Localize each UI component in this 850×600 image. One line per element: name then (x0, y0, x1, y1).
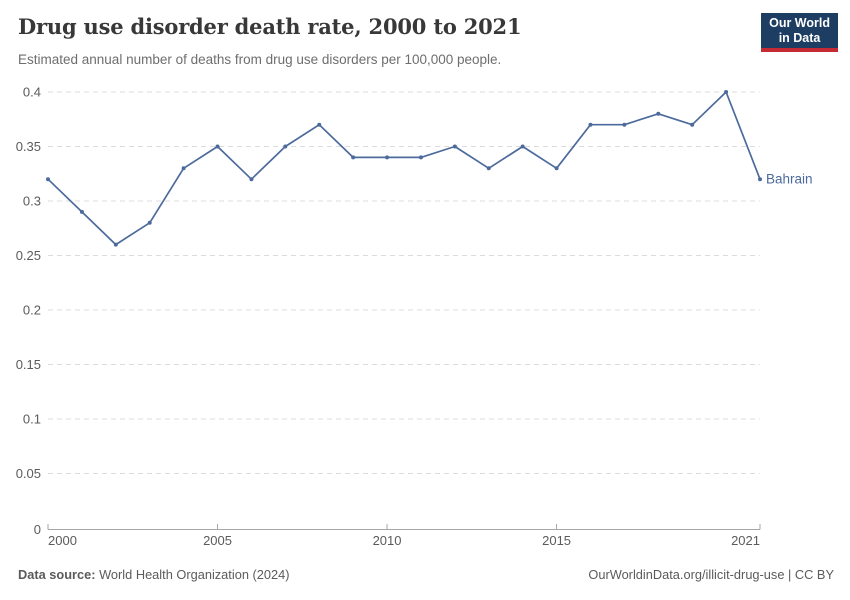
owid-logo: Our World in Data (761, 13, 838, 52)
y-tick-label: 0 (34, 522, 41, 537)
series-end-label[interactable]: Bahrain (766, 172, 813, 187)
y-tick-label: 0.3 (23, 194, 41, 209)
page-title: Drug use disorder death rate, 2000 to 20… (18, 14, 522, 39)
owid-logo-line2: in Data (778, 31, 821, 45)
data-source-label: Data source: (18, 567, 96, 582)
data-point-2017[interactable] (622, 122, 627, 127)
data-point-2010[interactable] (385, 155, 390, 160)
y-tick-label: 0.35 (16, 139, 41, 154)
data-point-2007[interactable] (283, 144, 288, 149)
x-tick-label: 2015 (542, 533, 571, 548)
x-tick-label: 2021 (731, 533, 760, 548)
data-point-2019[interactable] (690, 122, 695, 127)
y-tick-label: 0.25 (16, 248, 41, 263)
data-point-2001[interactable] (79, 209, 84, 214)
y-tick-label: 0.1 (23, 412, 41, 427)
data-point-2006[interactable] (249, 177, 254, 182)
data-point-2013[interactable] (486, 166, 491, 171)
credit-link[interactable]: OurWorldinData.org/illicit-drug-use | CC… (588, 567, 834, 582)
data-point-2008[interactable] (317, 122, 322, 127)
data-source-value: World Health Organization (2024) (95, 567, 290, 582)
line-series-bahrain[interactable] (47, 91, 761, 246)
data-source: Data source: World Health Organization (… (18, 567, 289, 582)
data-point-2014[interactable] (520, 144, 525, 149)
data-point-2016[interactable] (588, 122, 593, 127)
x-tick-label: 2010 (373, 533, 402, 548)
data-point-2020[interactable] (724, 90, 729, 94)
chart-subtitle: Estimated annual number of deaths from d… (18, 52, 502, 67)
data-point-2009[interactable] (351, 155, 356, 160)
data-point-2003[interactable] (147, 220, 152, 225)
chart-footer: Data source: World Health Organization (… (18, 567, 834, 582)
y-tick-label: 0.05 (16, 466, 41, 481)
data-point-2005[interactable] (215, 144, 220, 149)
y-tick-label: 0.15 (16, 357, 41, 372)
data-point-2015[interactable] (554, 166, 559, 171)
data-point-2018[interactable] (656, 111, 661, 116)
data-point-2011[interactable] (418, 155, 423, 160)
data-point-2012[interactable] (452, 144, 457, 149)
y-tick-label: 0.4 (23, 85, 41, 100)
x-tick-label: 2000 (48, 533, 77, 548)
data-point-2004[interactable] (181, 166, 186, 171)
y-tick-label: 0.2 (23, 303, 41, 318)
owid-logo-line1: Our World (769, 16, 830, 30)
data-point-2000[interactable] (46, 177, 50, 182)
data-point-2021[interactable] (758, 177, 762, 182)
x-tick-label: 2005 (203, 533, 232, 548)
data-point-2002[interactable] (113, 242, 118, 247)
